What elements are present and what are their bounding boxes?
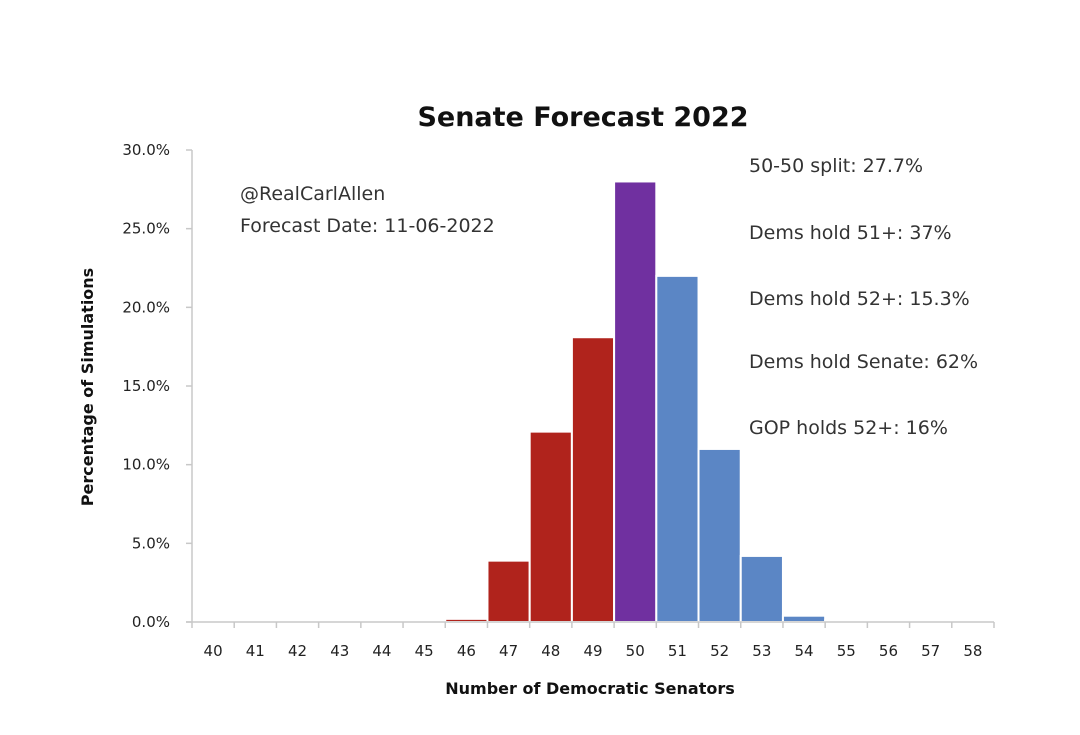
x-tick-label-48: 48 (541, 642, 560, 660)
x-tick-label-49: 49 (583, 642, 602, 660)
x-tick-label-55: 55 (837, 642, 856, 660)
bars (402, 180, 911, 624)
bar-49 (570, 336, 616, 623)
x-tick-label-43: 43 (330, 642, 349, 660)
annotation-split: 50-50 split: 27.7% (749, 155, 923, 177)
bar-48 (528, 430, 573, 624)
x-tick-label-41: 41 (246, 642, 265, 660)
bar-53 (739, 554, 784, 623)
x-tick-label-53: 53 (752, 642, 771, 660)
x-tick-label-52: 52 (710, 642, 729, 660)
source-handle: @RealCarlAllen (240, 183, 385, 205)
x-tick-label-58: 58 (963, 642, 982, 660)
x-tick-label-54: 54 (795, 642, 814, 660)
bar-51 (655, 274, 700, 623)
x-tick-label-45: 45 (415, 642, 434, 660)
y-tick-label: 30.0% (122, 141, 170, 159)
x-tick-label-42: 42 (288, 642, 307, 660)
x-tick-label-50: 50 (626, 642, 645, 660)
bar-47 (486, 559, 531, 624)
forecast-date: Forecast Date: 11-06-2022 (240, 215, 495, 237)
x-tick-label-51: 51 (668, 642, 687, 660)
bar-52 (697, 447, 742, 623)
y-tick-label: 15.0% (122, 377, 170, 395)
bar-54 (781, 614, 827, 623)
x-axis-title: Number of Democratic Senators (445, 679, 735, 698)
y-tick-label: 5.0% (132, 534, 170, 552)
x-tick-label-56: 56 (879, 642, 898, 660)
annotations: 50-50 split: 27.7% Dems hold 51+: 37% De… (749, 155, 978, 439)
y-tick-label: 25.0% (122, 220, 170, 238)
chart-title: Senate Forecast 2022 (417, 102, 748, 133)
annotation-dems-52: Dems hold 52+: 15.3% (749, 288, 970, 310)
annotation-gop-52: GOP holds 52+: 16% (749, 417, 948, 439)
annotation-dems-senate: Dems hold Senate: 62% (749, 351, 978, 373)
x-tick-label-44: 44 (372, 642, 391, 660)
x-tick-label-46: 46 (457, 642, 476, 660)
y-axis-title: Percentage of Simulations (78, 268, 97, 506)
y-axis-ticks: 0.0% 5.0% 10.0% 15.0% 20.0% 25.0% 30.0% (122, 141, 192, 631)
y-tick-label: 20.0% (122, 298, 170, 316)
x-axis-ticks: 40 41 42 43 44 45 46 47 48 49 50 51 52 53 54 55 56 57 58 (191, 622, 995, 660)
y-tick-label: 10.0% (122, 456, 170, 474)
bar-50 (613, 180, 658, 623)
x-tick-label-57: 57 (921, 642, 940, 660)
y-tick-label: 0.0% (132, 613, 170, 631)
x-tick-label-47: 47 (499, 642, 518, 660)
annotation-dems-51: Dems hold 51+: 37% (749, 222, 952, 244)
x-tick-label-40: 40 (204, 642, 223, 660)
